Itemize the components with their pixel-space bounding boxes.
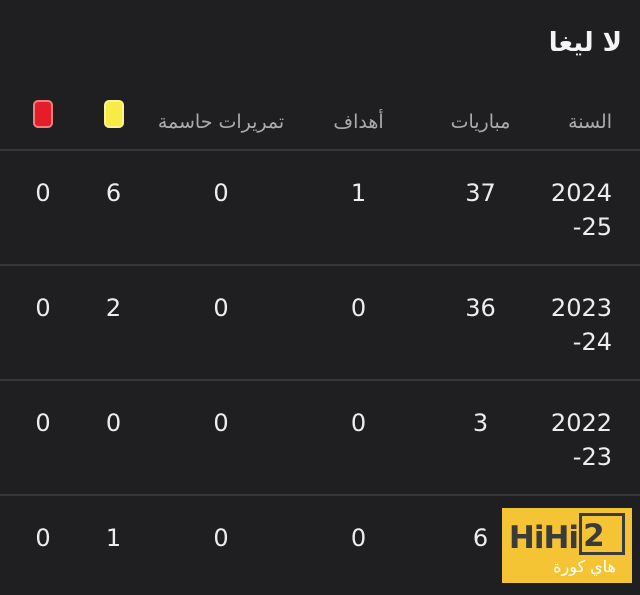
table-row: 2024-25 37 1 0 6 0 — [0, 150, 640, 266]
table-row: 2023-24 36 0 0 2 0 — [0, 265, 640, 381]
cell-matches: 36 — [416, 265, 545, 381]
col-header-year: السنة — [545, 60, 640, 151]
cell-yellow-cards: 1 — [86, 495, 141, 595]
table-row: 2022-23 3 0 0 0 0 — [0, 380, 640, 496]
hihi2-brand: HiHi 2 — [508, 513, 626, 556]
watermark-subtitle: هاي كورة — [553, 557, 616, 576]
hihi2-watermark-logo: HiHi 2 هاي كورة — [502, 508, 632, 583]
cell-year: 2024-25 — [545, 150, 640, 266]
col-header-assists: تمريرات حاسمة — [141, 60, 301, 151]
cell-red-cards: 0 — [0, 495, 86, 595]
cell-yellow-cards: 2 — [86, 265, 141, 381]
cell-matches: 3 — [416, 380, 545, 496]
cell-goals: 1 — [301, 150, 416, 266]
col-header-yellow-cards — [86, 60, 141, 151]
red-card-icon — [33, 100, 53, 128]
cell-red-cards: 0 — [0, 380, 86, 496]
cell-assists: 0 — [141, 495, 301, 595]
cell-goals: 0 — [301, 380, 416, 496]
cell-matches: 37 — [416, 150, 545, 266]
cell-red-cards: 0 — [0, 150, 86, 266]
cell-yellow-cards: 0 — [86, 380, 141, 496]
cell-assists: 0 — [141, 380, 301, 496]
yellow-card-icon — [103, 100, 124, 128]
cell-year: 2023-24 — [545, 265, 640, 381]
brand-text: HiHi — [508, 520, 579, 556]
brand-suffix-text: 2 — [583, 518, 605, 554]
cell-assists: 0 — [141, 150, 301, 266]
col-header-goals: أهداف — [301, 60, 416, 151]
col-header-red-cards — [0, 60, 86, 151]
cell-year: 2022-23 — [545, 380, 640, 496]
page-title: لا ليغا — [548, 28, 622, 58]
cell-goals: 0 — [301, 265, 416, 381]
cell-yellow-cards: 6 — [86, 150, 141, 266]
cell-goals: 0 — [301, 495, 416, 595]
col-header-matches: مباريات — [416, 60, 545, 151]
cell-red-cards: 0 — [0, 265, 86, 381]
brand-2-box: 2 — [579, 513, 626, 555]
cell-assists: 0 — [141, 265, 301, 381]
table-header-row: السنة مباريات أهداف تمريرات حاسمة — [0, 60, 640, 151]
